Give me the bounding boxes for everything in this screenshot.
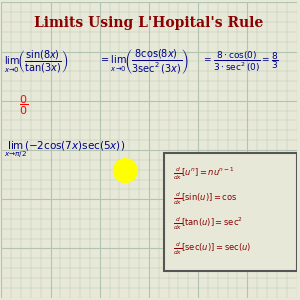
- Text: $=\dfrac{8\cdot\cos(0)}{3\cdot\sec^2(0)}=\dfrac{8}{3}$: $=\dfrac{8\cdot\cos(0)}{3\cdot\sec^2(0)}…: [202, 50, 279, 74]
- Text: $\frac{d}{dx}[u^n]=nu^{n-1}$: $\frac{d}{dx}[u^n]=nu^{n-1}$: [172, 165, 234, 182]
- Text: $\lim_{x\to\pi/2}\!\left(-2\cos(7x)\sec(5x)\right)$: $\lim_{x\to\pi/2}\!\left(-2\cos(7x)\sec(…: [4, 140, 125, 160]
- Text: $\frac{d}{dx}[\sin(u)]=\cos$: $\frac{d}{dx}[\sin(u)]=\cos$: [172, 190, 237, 207]
- Text: $\dfrac{0}{0}$: $\dfrac{0}{0}$: [19, 94, 28, 118]
- Text: $\frac{d}{dx}[\sec(u)]=\sec(u)$: $\frac{d}{dx}[\sec(u)]=\sec(u)$: [172, 241, 251, 257]
- Text: $\frac{d}{dx}[\tan(u)]=\sec^2$: $\frac{d}{dx}[\tan(u)]=\sec^2$: [172, 216, 242, 232]
- Text: $= \lim_{x\to 0}\!\left(\dfrac{8\cos(8x)}{3\sec^2(3x)}\right)$: $= \lim_{x\to 0}\!\left(\dfrac{8\cos(8x)…: [99, 47, 188, 76]
- Text: Limits Using L'Hopital's Rule: Limits Using L'Hopital's Rule: [34, 16, 264, 30]
- Text: $\lim_{x\to 0}\!\left(\dfrac{\sin(8x)}{\tan(3x)}\right)$: $\lim_{x\to 0}\!\left(\dfrac{\sin(8x)}{\…: [4, 48, 68, 74]
- Circle shape: [113, 159, 137, 182]
- FancyBboxPatch shape: [164, 153, 296, 271]
